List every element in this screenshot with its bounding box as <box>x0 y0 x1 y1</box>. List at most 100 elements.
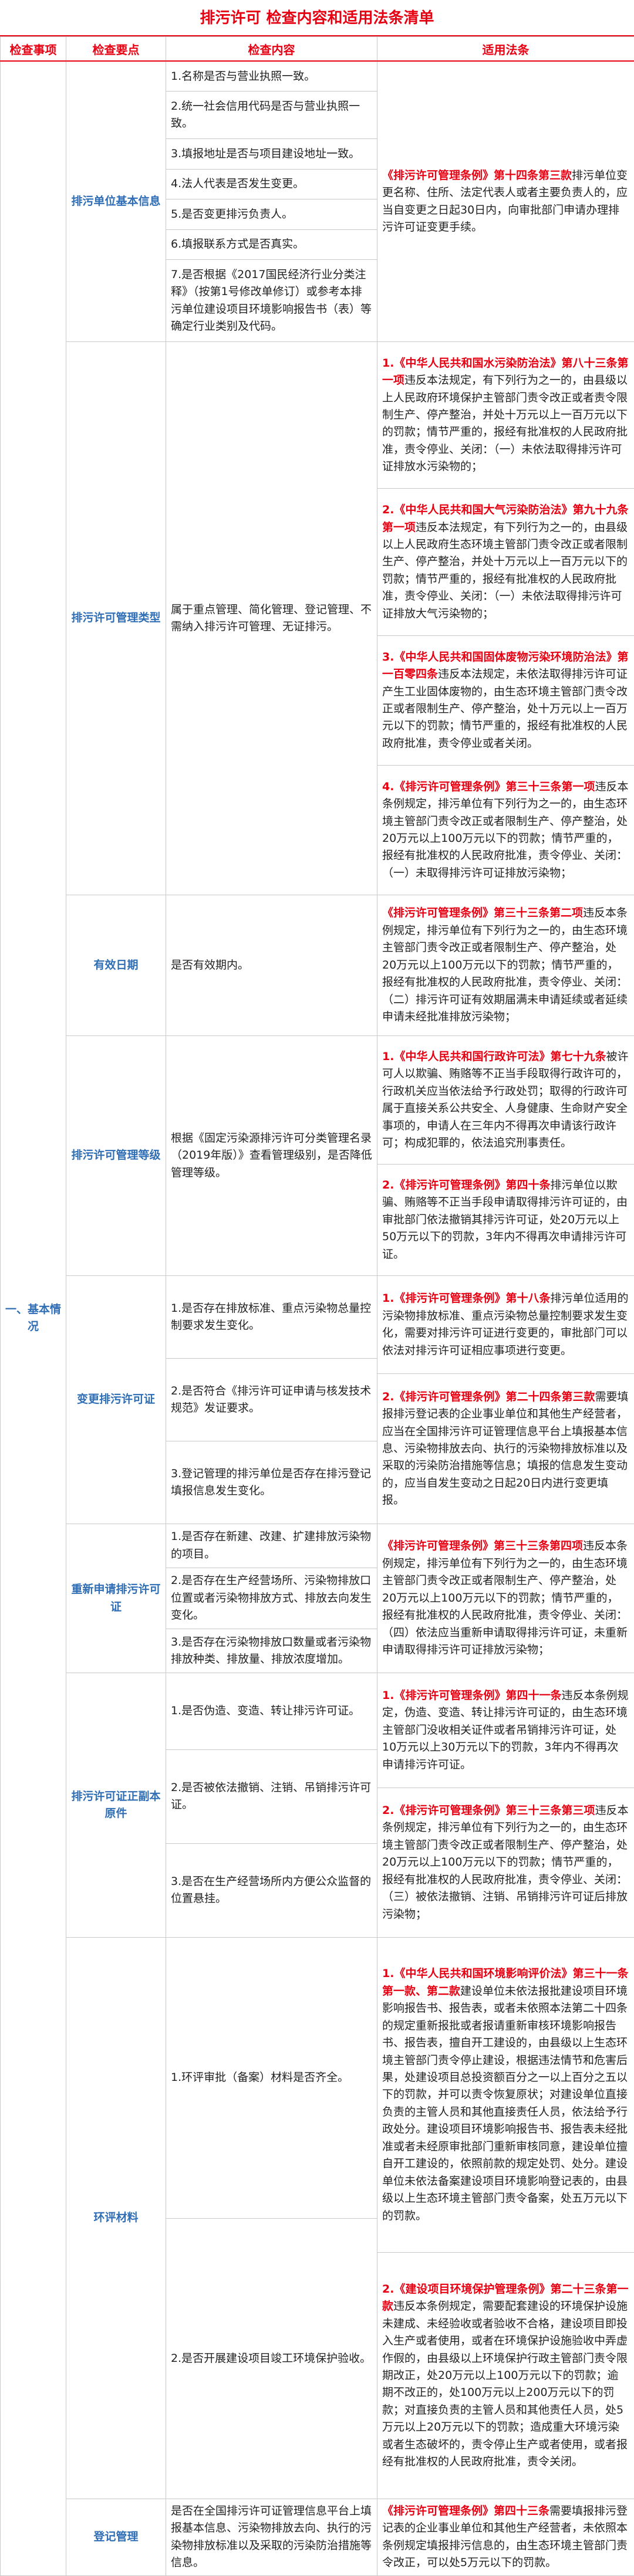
law-list: 《排污许可管理条例》第三十三条第四项违反本条例规定，排污单位有下列行为之一的，由… <box>377 1524 634 1673</box>
header-cell: 检查要点 <box>66 37 166 62</box>
header-cell: 适用法条 <box>377 37 634 62</box>
item-cell: 排污许可证正副本原件 <box>66 1673 166 1938</box>
law-list: 1.《中华人民共和国水污染防治法》第八十三条第一项违反本法规定，有下列行为之一的… <box>377 342 634 895</box>
law-reference: 2.《排污许可管理条例》第三十三条第三项 <box>382 1804 595 1817</box>
law-text-block: 1.《中华人民共和国行政许可法》第七十九条被许可人以欺骗、贿赂等不正当手段取得行… <box>382 1048 629 1152</box>
law-item: 1.《中华人民共和国水污染防治法》第八十三条第一项违反本法规定，有下列行为之一的… <box>377 342 634 488</box>
content-cell: 1.环评审批（备案）材料是否齐全。2.是否开展建设项目竣工环境保护验收。 <box>166 1938 377 2499</box>
law-list: 1.《排污许可管理条例》第四十一条违反本条例规定，伪造、变造、转让排污许可证的，… <box>377 1673 634 1937</box>
item-cell: 排污许可管理等级 <box>66 1036 166 1276</box>
law-item: 1.《中华人民共和国行政许可法》第七十九条被许可人以欺骗、贿赂等不正当手段取得行… <box>377 1036 634 1164</box>
law-text: 需要填报排污登记表的企业事业单位和其他生产经营者，应当在全国排污许可证管理信息平… <box>382 1390 628 1507</box>
content-cell: 1.是否存在排放标准、重点污染物总量控制要求发生变化。2.是否符合《排污许可证申… <box>166 1276 377 1524</box>
law-item: 2.《中华人民共和国大气污染防治法》第九十九条第一项违反本法规定，有下列行为之一… <box>377 488 634 635</box>
item-cell: 有效日期 <box>66 895 166 1036</box>
content-cell: 1.名称是否与营业执照一致。2.统一社会信用代码是否与营业执照一致。3.填报地址… <box>166 61 377 342</box>
law-list: 《排污许可管理条例》第十四条第三款排污单位变更名称、住所、法定代表人或者主要负责… <box>377 62 634 341</box>
content-cell: 是否有效期内。 <box>166 895 377 1036</box>
content-item: 3.填报地址是否与项目建设地址一致。 <box>166 138 377 168</box>
law-text-block: 2.《排污许可管理条例》第四十条排污单位以欺骗、贿赂等不正当手段申请取得排污许可… <box>382 1177 629 1263</box>
content-item: 1.名称是否与营业执照一致。 <box>166 62 377 91</box>
law-cell: 《排污许可管理条例》第十四条第三款排污单位变更名称、住所、法定代表人或者主要负责… <box>377 61 634 342</box>
content-item: 属于重点管理、简化管理、登记管理、不需纳入排污许可管理、无证排污。 <box>166 342 377 895</box>
law-text-block: 1.《中华人民共和国环境影响评价法》第三十一条第一款、第二款建设单位未依法报批建… <box>382 1965 629 2225</box>
law-text-block: 1.《中华人民共和国水污染防治法》第八十三条第一项违反本法规定，有下列行为之一的… <box>382 355 629 476</box>
law-cell: 1.《排污许可管理条例》第十八条排污单位适用的污染物排放标准、重点污染物总量控制… <box>377 1276 634 1524</box>
law-reference: 4.《排污许可管理条例》第三十三条第一项 <box>382 780 595 793</box>
law-list: 《排污许可管理条例》第三十三条第二项违反本条例规定，排污单位有下列行为之一的，由… <box>377 895 634 1035</box>
law-text-block: 2.《排污许可管理条例》第二十四条第三款需要填报排污登记表的企业事业单位和其他生… <box>382 1389 629 1509</box>
group-row: 排污许可管理类型属于重点管理、简化管理、登记管理、不需纳入排污许可管理、无证排污… <box>1 342 634 895</box>
law-text-block: 1.《排污许可管理条例》第十八条排污单位适用的污染物排放标准、重点污染物总量控制… <box>382 1290 629 1359</box>
content-list: 属于重点管理、简化管理、登记管理、不需纳入排污许可管理、无证排污。 <box>166 342 377 895</box>
law-reference: 1.《排污许可管理条例》第十八条 <box>382 1292 550 1305</box>
content-item: 6.填报联系方式是否真实。 <box>166 229 377 259</box>
group-row: 排污许可管理等级根据《固定污染源排污许可分类管理名录（2019年版）》查看管理级… <box>1 1036 634 1276</box>
content-cell: 根据《固定污染源排污许可分类管理名录（2019年版）》查看管理级别，是否降低管理… <box>166 1036 377 1276</box>
law-text-block: 1.《排污许可管理条例》第四十一条违反本条例规定，伪造、变造、转让排污许可证的，… <box>382 1687 629 1773</box>
item-cell: 登记管理 <box>66 2499 166 2576</box>
content-item: 4.法人代表是否发生变更。 <box>166 169 377 199</box>
law-text: 违反本条例规定，排污单位有下列行为之一的，由生态环境主管部门责令改正或者限制生产… <box>382 1539 628 1656</box>
law-item: 1.《排污许可管理条例》第十八条排污单位适用的污染物排放标准、重点污染物总量控制… <box>377 1276 634 1373</box>
content-item: 2.是否被依法撤销、注销、吊销排污许可证。 <box>166 1749 377 1843</box>
content-cell: 1.是否伪造、变造、转让排污许可证。2.是否被依法撤销、注销、吊销排污许可证。3… <box>166 1673 377 1938</box>
law-text-block: 2.《建设项目环境保护管理条例》第二十三条第一款违反本条例规定，需要配套建设的环… <box>382 2281 629 2471</box>
content-item: 5.是否变更排污负责人。 <box>166 199 377 229</box>
content-list: 是否有效期内。 <box>166 895 377 1035</box>
content-list: 1.是否存在新建、改建、扩建排放污染物的项目。2.是否存在生产经营场所、污染物排… <box>166 1524 377 1673</box>
law-text: 违反本条例规定，排污单位有下列行为之一的，由生态环境主管部门责令改正或者限制生产… <box>382 1804 628 1921</box>
content-list: 是否在全国排污许可证管理信息平台上填报基本信息、污染物排放去向、执行的污染物排放… <box>166 2499 377 2575</box>
law-text: 被许可人以欺骗、贿赂等不正当手段取得行政许可的，行政机关应当依法给予行政处罚；取… <box>382 1050 628 1149</box>
content-list: 1.名称是否与营业执照一致。2.统一社会信用代码是否与营业执照一致。3.填报地址… <box>166 62 377 341</box>
law-item: 2.《排污许可管理条例》第三十三条第三项违反本条例规定，排污单位有下列行为之一的… <box>377 1788 634 1937</box>
law-reference: 《排污许可管理条例》第三十三条第四项 <box>382 1539 583 1552</box>
law-item: 1.《中华人民共和国环境影响评价法》第三十一条第一款、第二款建设单位未依法报批建… <box>377 1938 634 2252</box>
item-cell: 环评材料 <box>66 1938 166 2499</box>
law-cell: 《排污许可管理条例》第四十三条需要填报排污登记表的企业事业单位和其他生产经营者，… <box>377 2499 634 2576</box>
content-item: 3.是否存在污染物排放口数量或者污染物排放种类、排放量、排放浓度增加。 <box>166 1629 377 1673</box>
law-item: 2.《排污许可管理条例》第二十四条第三款需要填报排污登记表的企业事业单位和其他生… <box>377 1373 634 1524</box>
item-cell: 排污许可管理类型 <box>66 342 166 895</box>
law-text: 建设单位未依法报批建设项目环境影响报告书、报告表，或者未依照本法第二十四条的规定… <box>382 1985 628 2222</box>
law-cell: 1.《排污许可管理条例》第四十一条违反本条例规定，伪造、变造、转让排污许可证的，… <box>377 1673 634 1938</box>
law-item: 《排污许可管理条例》第三十三条第二项违反本条例规定，排污单位有下列行为之一的，由… <box>377 895 634 1035</box>
content-item: 1.环评审批（备案）材料是否齐全。 <box>166 1938 377 2218</box>
law-cell: 《排污许可管理条例》第三十三条第四项违反本条例规定，排污单位有下列行为之一的，由… <box>377 1524 634 1673</box>
law-text-block: 2.《中华人民共和国大气污染防治法》第九十九条第一项违反本法规定，有下列行为之一… <box>382 502 629 622</box>
law-item: 1.《排污许可管理条例》第四十一条违反本条例规定，伪造、变造、转让排污许可证的，… <box>377 1673 634 1788</box>
group-row: 有效日期是否有效期内。《排污许可管理条例》第三十三条第二项违反本条例规定，排污单… <box>1 895 634 1036</box>
content-list: 1.是否存在排放标准、重点污染物总量控制要求发生变化。2.是否符合《排污许可证申… <box>166 1276 377 1524</box>
content-item: 2.是否开展建设项目竣工环境保护验收。 <box>166 2218 377 2499</box>
law-list: 1.《中华人民共和国行政许可法》第七十九条被许可人以欺骗、贿赂等不正当手段取得行… <box>377 1036 634 1275</box>
law-text-block: 2.《排污许可管理条例》第三十三条第三项违反本条例规定，排污单位有下列行为之一的… <box>382 1802 629 1923</box>
content-item: 1.是否存在排放标准、重点污染物总量控制要求发生变化。 <box>166 1276 377 1358</box>
law-text-block: 《排污许可管理条例》第三十三条第二项违反本条例规定，排污单位有下列行为之一的，由… <box>382 905 629 1025</box>
law-text-block: 《排污许可管理条例》第十四条第三款排污单位变更名称、住所、法定代表人或者主要负责… <box>382 167 629 236</box>
law-item: 《排污许可管理条例》第三十三条第四项违反本条例规定，排污单位有下列行为之一的，由… <box>377 1524 634 1673</box>
law-cell: 1.《中华人民共和国水污染防治法》第八十三条第一项违反本法规定，有下列行为之一的… <box>377 342 634 895</box>
item-cell: 重新申请排污许可证 <box>66 1524 166 1673</box>
law-item: 《排污许可管理条例》第四十三条需要填报排污登记表的企业事业单位和其他生产经营者，… <box>377 2499 634 2575</box>
law-list: 1.《排污许可管理条例》第十八条排污单位适用的污染物排放标准、重点污染物总量控制… <box>377 1276 634 1524</box>
law-item: 3.《中华人民共和国固体废物污染环境防治法》第一百零四条违反本法规定，未依法取得… <box>377 635 634 765</box>
law-text-block: 《排污许可管理条例》第四十三条需要填报排污登记表的企业事业单位和其他生产经营者，… <box>382 2503 629 2572</box>
law-reference: 2.《排污许可管理条例》第四十条 <box>382 1179 550 1191</box>
law-cell: 1.《中华人民共和国环境影响评价法》第三十一条第一款、第二款建设单位未依法报批建… <box>377 1938 634 2499</box>
content-cell: 1.是否存在新建、改建、扩建排放污染物的项目。2.是否存在生产经营场所、污染物排… <box>166 1524 377 1673</box>
content-item: 2.是否符合《排污许可证申请与核发技术规范》发证要求。 <box>166 1358 377 1441</box>
law-cell: 《排污许可管理条例》第三十三条第二项违反本条例规定，排污单位有下列行为之一的，由… <box>377 895 634 1036</box>
law-item: 2.《建设项目环境保护管理条例》第二十三条第一款违反本条例规定，需要配套建设的环… <box>377 2252 634 2499</box>
content-item: 2.统一社会信用代码是否与营业执照一致。 <box>166 91 377 138</box>
content-list: 根据《固定污染源排污许可分类管理名录（2019年版）》查看管理级别，是否降低管理… <box>166 1036 377 1275</box>
law-item: 2.《排污许可管理条例》第四十条排污单位以欺骗、贿赂等不正当手段申请取得排污许可… <box>377 1164 634 1275</box>
content-item: 是否有效期内。 <box>166 895 377 1035</box>
law-reference: 1.《中华人民共和国行政许可法》第七十九条 <box>382 1050 606 1063</box>
law-reference: 《排污许可管理条例》第四十三条 <box>382 2504 549 2517</box>
law-text-block: 4.《排污许可管理条例》第三十三条第一项违反本条例规定，排污单位有下列行为之一的… <box>382 778 629 882</box>
